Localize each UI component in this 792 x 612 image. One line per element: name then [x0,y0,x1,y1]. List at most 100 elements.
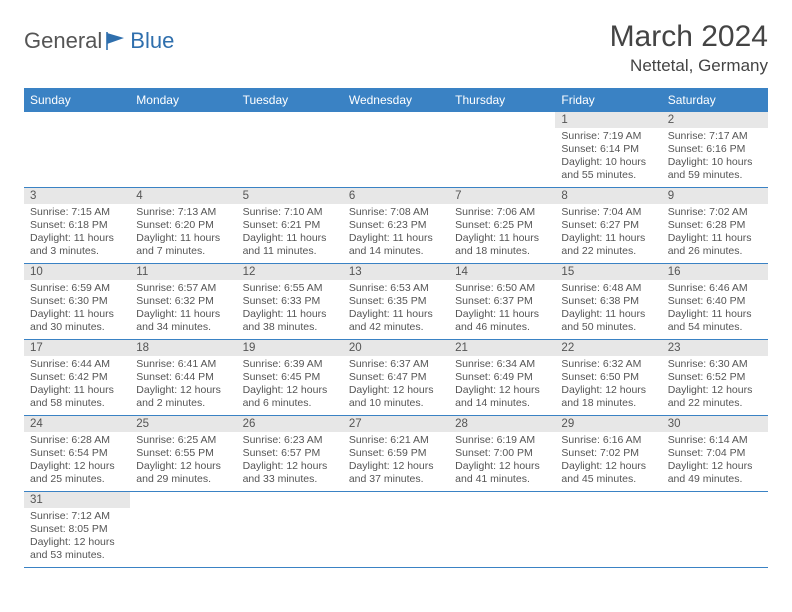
sunset-text: Sunset: 6:37 PM [455,295,549,308]
calendar-cell-empty [449,492,555,568]
calendar-cell: 14Sunrise: 6:50 AMSunset: 6:37 PMDayligh… [449,264,555,340]
daylight-text: Daylight: 11 hours and 34 minutes. [136,308,230,334]
daylight-text: Daylight: 12 hours and 45 minutes. [561,460,655,486]
weeks-container: 1Sunrise: 7:19 AMSunset: 6:14 PMDaylight… [24,112,768,568]
day-number: 28 [449,416,555,432]
day-number: 8 [555,188,661,204]
sunset-text: Sunset: 6:18 PM [30,219,124,232]
sunrise-text: Sunrise: 6:53 AM [349,282,443,295]
calendar-cell: 27Sunrise: 6:21 AMSunset: 6:59 PMDayligh… [343,416,449,492]
sunset-text: Sunset: 6:45 PM [243,371,337,384]
sunset-text: Sunset: 6:54 PM [30,447,124,460]
sunrise-text: Sunrise: 6:21 AM [349,434,443,447]
day-number: 14 [449,264,555,280]
logo-text-general: General [24,28,102,54]
calendar-cell: 7Sunrise: 7:06 AMSunset: 6:25 PMDaylight… [449,188,555,264]
sunrise-text: Sunrise: 7:17 AM [668,130,762,143]
sunrise-text: Sunrise: 7:15 AM [30,206,124,219]
day-number: 9 [662,188,768,204]
day-number: 11 [130,264,236,280]
day-info: Sunrise: 6:59 AMSunset: 6:30 PMDaylight:… [24,280,130,339]
calendar-cell-empty [24,112,130,188]
week-row: 3Sunrise: 7:15 AMSunset: 6:18 PMDaylight… [24,188,768,264]
day-number: 5 [237,188,343,204]
page-title: March 2024 [610,20,768,54]
calendar-cell-empty [662,492,768,568]
sunrise-text: Sunrise: 7:13 AM [136,206,230,219]
daylight-text: Daylight: 12 hours and 14 minutes. [455,384,549,410]
sunset-text: Sunset: 6:52 PM [668,371,762,384]
sunset-text: Sunset: 6:16 PM [668,143,762,156]
sunset-text: Sunset: 6:55 PM [136,447,230,460]
sunrise-text: Sunrise: 6:23 AM [243,434,337,447]
sunset-text: Sunset: 6:35 PM [349,295,443,308]
logo-text-blue: Blue [130,28,174,54]
calendar-cell: 10Sunrise: 6:59 AMSunset: 6:30 PMDayligh… [24,264,130,340]
day-info: Sunrise: 6:57 AMSunset: 6:32 PMDaylight:… [130,280,236,339]
day-info: Sunrise: 6:30 AMSunset: 6:52 PMDaylight:… [662,356,768,415]
day-number: 21 [449,340,555,356]
sunset-text: Sunset: 6:42 PM [30,371,124,384]
calendar-cell: 9Sunrise: 7:02 AMSunset: 6:28 PMDaylight… [662,188,768,264]
calendar-cell-empty [130,492,236,568]
calendar-cell-empty [237,112,343,188]
daylight-text: Daylight: 12 hours and 2 minutes. [136,384,230,410]
calendar-cell-empty [237,492,343,568]
weekday-label: Thursday [449,88,555,112]
sunset-text: Sunset: 6:38 PM [561,295,655,308]
day-number: 13 [343,264,449,280]
day-number: 16 [662,264,768,280]
day-number: 15 [555,264,661,280]
daylight-text: Daylight: 12 hours and 25 minutes. [30,460,124,486]
calendar-cell: 2Sunrise: 7:17 AMSunset: 6:16 PMDaylight… [662,112,768,188]
daylight-text: Daylight: 11 hours and 14 minutes. [349,232,443,258]
sunset-text: Sunset: 6:44 PM [136,371,230,384]
calendar-cell: 26Sunrise: 6:23 AMSunset: 6:57 PMDayligh… [237,416,343,492]
sunrise-text: Sunrise: 7:08 AM [349,206,443,219]
day-number: 29 [555,416,661,432]
calendar-cell-empty [555,492,661,568]
daylight-text: Daylight: 11 hours and 58 minutes. [30,384,124,410]
day-info: Sunrise: 6:16 AMSunset: 7:02 PMDaylight:… [555,432,661,491]
day-number: 23 [662,340,768,356]
calendar-cell: 25Sunrise: 6:25 AMSunset: 6:55 PMDayligh… [130,416,236,492]
sunset-text: Sunset: 6:20 PM [136,219,230,232]
sunset-text: Sunset: 6:28 PM [668,219,762,232]
daylight-text: Daylight: 12 hours and 10 minutes. [349,384,443,410]
daylight-text: Daylight: 12 hours and 41 minutes. [455,460,549,486]
day-number: 19 [237,340,343,356]
calendar-cell: 8Sunrise: 7:04 AMSunset: 6:27 PMDaylight… [555,188,661,264]
sunset-text: Sunset: 6:25 PM [455,219,549,232]
day-number: 24 [24,416,130,432]
sunrise-text: Sunrise: 6:55 AM [243,282,337,295]
day-number: 26 [237,416,343,432]
daylight-text: Daylight: 12 hours and 33 minutes. [243,460,337,486]
sunset-text: Sunset: 8:05 PM [30,523,124,536]
day-info: Sunrise: 7:13 AMSunset: 6:20 PMDaylight:… [130,204,236,263]
daylight-text: Daylight: 11 hours and 7 minutes. [136,232,230,258]
day-info: Sunrise: 7:17 AMSunset: 6:16 PMDaylight:… [662,128,768,187]
daylight-text: Daylight: 11 hours and 42 minutes. [349,308,443,334]
day-number: 18 [130,340,236,356]
weekday-label: Saturday [662,88,768,112]
day-info: Sunrise: 6:39 AMSunset: 6:45 PMDaylight:… [237,356,343,415]
calendar-cell: 31Sunrise: 7:12 AMSunset: 8:05 PMDayligh… [24,492,130,568]
calendar: Sunday Monday Tuesday Wednesday Thursday… [24,88,768,568]
day-number: 1 [555,112,661,128]
sunset-text: Sunset: 6:30 PM [30,295,124,308]
sunset-text: Sunset: 6:40 PM [668,295,762,308]
calendar-cell: 21Sunrise: 6:34 AMSunset: 6:49 PMDayligh… [449,340,555,416]
sunrise-text: Sunrise: 6:59 AM [30,282,124,295]
daylight-text: Daylight: 11 hours and 38 minutes. [243,308,337,334]
calendar-cell: 22Sunrise: 6:32 AMSunset: 6:50 PMDayligh… [555,340,661,416]
daylight-text: Daylight: 11 hours and 26 minutes. [668,232,762,258]
daylight-text: Daylight: 12 hours and 37 minutes. [349,460,443,486]
daylight-text: Daylight: 11 hours and 18 minutes. [455,232,549,258]
day-number: 10 [24,264,130,280]
calendar-cell: 18Sunrise: 6:41 AMSunset: 6:44 PMDayligh… [130,340,236,416]
calendar-cell: 29Sunrise: 6:16 AMSunset: 7:02 PMDayligh… [555,416,661,492]
sunset-text: Sunset: 6:14 PM [561,143,655,156]
calendar-cell-empty [343,112,449,188]
day-info: Sunrise: 7:15 AMSunset: 6:18 PMDaylight:… [24,204,130,263]
calendar-cell: 19Sunrise: 6:39 AMSunset: 6:45 PMDayligh… [237,340,343,416]
